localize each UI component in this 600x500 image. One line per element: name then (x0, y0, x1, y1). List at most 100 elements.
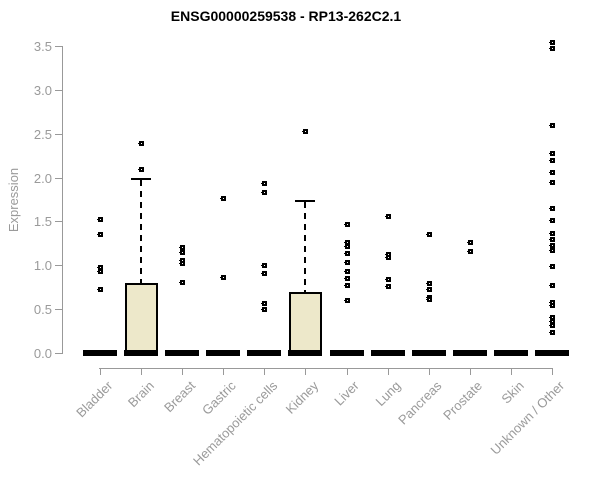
outlier-marker (425, 280, 432, 286)
outlier-marker (97, 265, 103, 271)
outlier-marker (179, 260, 186, 266)
outlier-marker (549, 282, 555, 288)
outlier-marker (261, 301, 268, 306)
outlier-marker (343, 222, 350, 228)
outlier-marker (549, 151, 555, 156)
whisker-line (304, 202, 307, 292)
outlier-marker (97, 231, 103, 237)
x-axis-tick (182, 369, 184, 375)
x-axis-tick (552, 369, 553, 375)
y-axis-tick-label: 3.5 (33, 39, 52, 54)
x-axis-tick (100, 369, 101, 375)
x-axis-tick (305, 369, 307, 375)
x-axis-tick (346, 369, 348, 375)
outlier-marker (138, 141, 145, 147)
outlier-marker (384, 277, 391, 283)
y-axis-tick-label: 0.5 (33, 302, 52, 318)
box-brain (125, 282, 159, 355)
median-bar (124, 350, 159, 356)
outlier-marker (179, 279, 186, 285)
x-axis-line (99, 368, 553, 369)
outlier-marker (138, 166, 145, 172)
x-axis-tick-label-kidney: Kidney (282, 378, 322, 417)
y-axis-tick (55, 89, 62, 91)
outlier-marker (343, 259, 350, 265)
outlier-marker (343, 282, 350, 288)
outlier-marker (261, 307, 268, 313)
outlier-marker (384, 214, 391, 220)
x-axis-tick (223, 369, 225, 375)
y-axis-tick (55, 353, 62, 354)
x-axis-tick (264, 369, 266, 375)
whisker-line (140, 179, 143, 283)
outlier-marker (343, 298, 350, 304)
median-bar (329, 350, 364, 356)
outlier-marker (549, 329, 555, 335)
median-bar (165, 350, 200, 356)
median-bar (247, 350, 282, 356)
outlier-marker (549, 248, 555, 254)
y-axis-tick (55, 46, 62, 47)
outlier-marker (425, 231, 432, 237)
outlier-marker (549, 264, 555, 270)
y-axis-tick (55, 133, 62, 135)
outlier-marker (220, 195, 227, 201)
y-axis-tick-label: 3.0 (33, 82, 52, 98)
x-axis-tick (428, 369, 430, 375)
median-bar (83, 350, 117, 356)
x-axis-tick-label-unknown-other: Unknown / Other (488, 378, 568, 458)
median-bar (411, 350, 446, 356)
outlier-marker (261, 271, 268, 277)
outlier-marker (343, 243, 350, 249)
y-axis-tick-label: 1.5 (33, 214, 52, 230)
x-axis-tick-label-brain: Brain (124, 378, 157, 411)
x-axis-tick-label-bladder: Bladder (73, 378, 116, 421)
y-axis-tick (55, 309, 62, 311)
y-axis-tick-label: 0.0 (33, 346, 52, 361)
median-bar (206, 350, 241, 356)
median-bar (288, 350, 323, 356)
outlier-marker (549, 243, 555, 249)
outlier-marker (425, 297, 432, 303)
outlier-marker (425, 286, 432, 292)
box-kidney (289, 291, 323, 355)
x-axis-tick (141, 369, 143, 375)
x-axis-tick-label-prostate: Prostate (440, 378, 486, 423)
outlier-marker (549, 322, 555, 328)
y-axis-tick-label: 2.5 (33, 126, 52, 142)
outlier-marker (466, 239, 473, 245)
x-axis-tick-label-liver: Liver (331, 378, 363, 409)
outlier-marker (97, 269, 103, 275)
outlier-marker (549, 179, 555, 185)
outlier-marker (549, 302, 555, 308)
outlier-marker (97, 286, 103, 292)
outlier-marker (97, 216, 103, 222)
x-axis-tick-label-pancreas: Pancreas (394, 378, 445, 428)
whisker-cap (131, 177, 152, 180)
outlier-marker (549, 236, 555, 242)
outlier-marker (179, 244, 186, 250)
x-axis-tick-label-skin: Skin (498, 378, 527, 407)
x-axis-tick (510, 369, 512, 375)
outlier-marker (302, 129, 309, 135)
y-axis-tick-label: 1.0 (33, 258, 52, 274)
y-axis-tick-label: 2.0 (33, 170, 52, 186)
outlier-marker (179, 250, 186, 256)
outlier-marker (466, 249, 473, 255)
outlier-marker (261, 189, 268, 195)
outlier-marker (343, 251, 350, 256)
x-axis-tick-label-breast: Breast (160, 378, 198, 416)
y-axis-line (62, 46, 63, 354)
outlier-marker (549, 217, 555, 223)
x-axis-tick-label-lung: Lung (372, 378, 404, 410)
outlier-marker (549, 39, 555, 45)
outlier-marker (549, 230, 555, 236)
whisker-cap (295, 200, 316, 203)
median-bar (535, 350, 569, 356)
outlier-marker (220, 274, 227, 280)
y-axis-tick (55, 177, 62, 179)
outlier-marker (549, 122, 555, 128)
y-axis-tick (55, 221, 62, 223)
outlier-marker (549, 206, 555, 212)
